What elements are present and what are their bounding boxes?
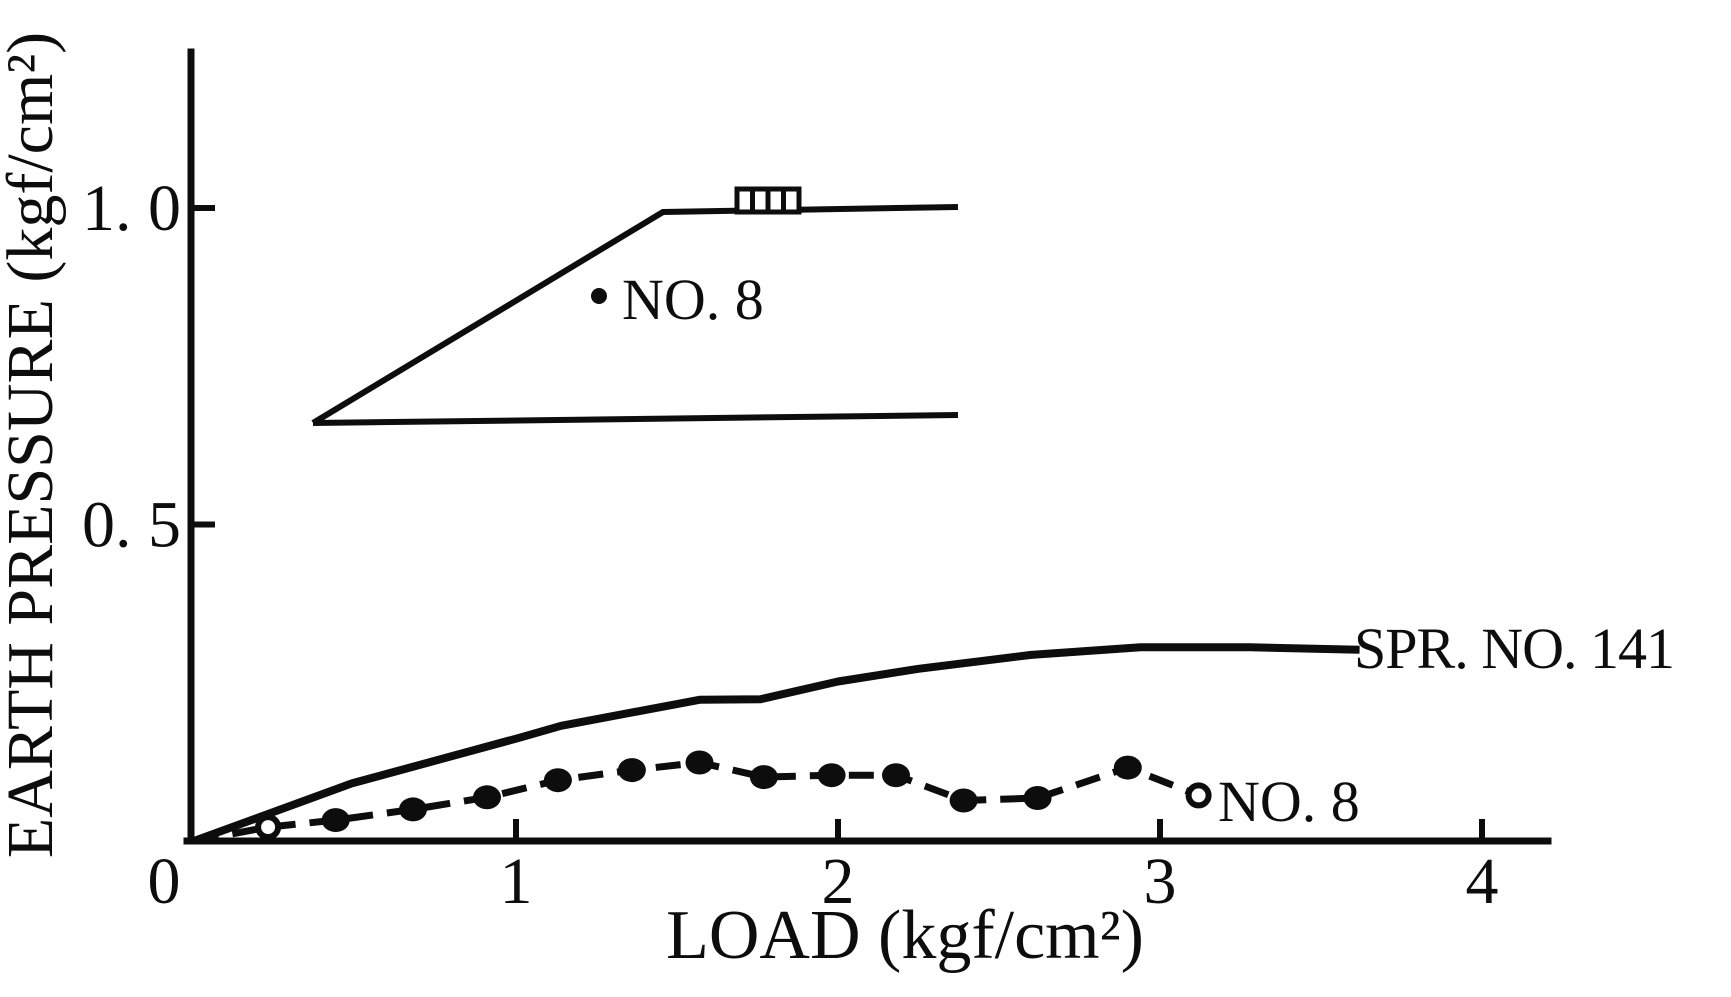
inset-surface-load-box (734, 186, 802, 215)
y-axis-title: EARTH PRESSURE (kgf/cm²) (0, 32, 67, 858)
data-point-dot (1113, 755, 1142, 780)
data-point-dot (617, 758, 646, 783)
data-point-dot (473, 785, 501, 810)
x-tick-label-1: 1 (500, 845, 533, 918)
inset-gauge-label: NO. 8 (622, 267, 764, 332)
y-tick-label-0.5: 0. 5 (82, 489, 181, 562)
x-tick-label-2: 2 (822, 845, 855, 918)
inset-embankment-slope-and-crest (311, 204, 959, 426)
inset-gauge-dot (591, 288, 607, 304)
inset-ground-line (312, 412, 959, 426)
no8-curve-label: NO. 8 (1218, 769, 1360, 834)
data-point-dot (685, 750, 714, 775)
x-tick-label-4: 4 (1466, 845, 1499, 918)
axes (183, 48, 1552, 845)
data-point-dot (399, 797, 427, 822)
data-point-dot (1023, 786, 1052, 810)
x-tick-label-0: 0 (148, 845, 181, 918)
data-point-open (255, 814, 282, 841)
x-axis-title: LOAD (kgf/cm²) (666, 897, 1144, 974)
data-point-dot (749, 765, 778, 790)
data-point-dot (817, 763, 846, 788)
data-point-dot (321, 808, 350, 833)
spr-label: SPR. NO. 141 (1354, 616, 1674, 681)
data-point-dot (949, 788, 978, 813)
data-point-dot (543, 768, 572, 793)
data-point-dot (882, 763, 910, 788)
x-tick-label-3: 3 (1144, 845, 1177, 918)
y-tick-label-1: 1. 0 (82, 172, 181, 245)
data-point-open (1185, 782, 1212, 809)
curve-spr-no-141 (192, 643, 1360, 845)
